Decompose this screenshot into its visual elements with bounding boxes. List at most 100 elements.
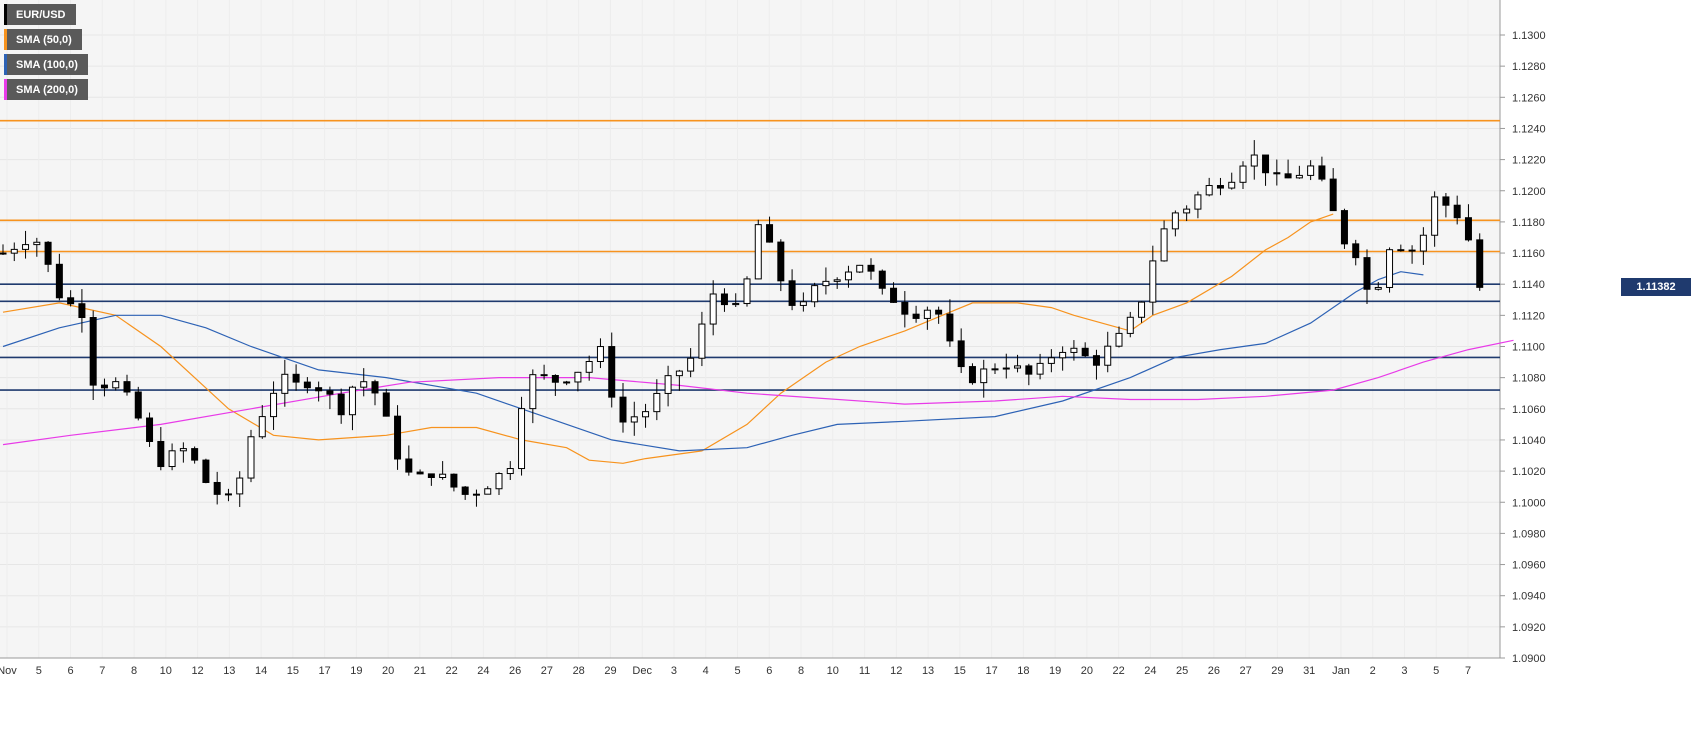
x-tick-label: 27: [1240, 665, 1252, 677]
candle-bearish: [67, 297, 75, 305]
candle-bearish: [912, 313, 920, 319]
candle-bearish: [608, 346, 616, 398]
candle-bearish: [766, 224, 774, 243]
x-tick-label: 14: [255, 665, 267, 677]
x-tick-label: Dec: [632, 665, 652, 677]
x-tick-label: 5: [1433, 665, 1439, 677]
legend-item-sma100[interactable]: SMA (100,0): [4, 54, 88, 75]
x-tick-label: 19: [350, 665, 362, 677]
y-tick-label: 1.1020: [1512, 466, 1546, 478]
candle-bearish: [100, 384, 108, 389]
candle-bearish: [303, 381, 311, 389]
x-tick-label: 26: [509, 665, 521, 677]
candle-bearish: [1273, 172, 1281, 175]
candle-bullish: [856, 264, 864, 273]
series-line-sma-200-0-: [2, 339, 1514, 446]
candle-bearish: [146, 417, 154, 442]
candle-bullish: [484, 488, 492, 495]
candle-bearish: [619, 396, 627, 423]
candle-bearish: [191, 448, 199, 461]
candles: [0, 140, 1484, 507]
candle-bullish: [1047, 357, 1055, 364]
x-tick-label: 20: [1081, 665, 1093, 677]
candle-bullish: [811, 285, 819, 303]
candle-bearish: [427, 473, 435, 478]
x-tick-label: 20: [382, 665, 394, 677]
y-tick-label: 1.0940: [1512, 591, 1546, 603]
candle-bearish: [1453, 204, 1461, 219]
candle-bullish: [1002, 367, 1010, 370]
candle-bullish: [833, 279, 841, 282]
y-tick-label: 1.1080: [1512, 373, 1546, 385]
candle-bullish: [518, 408, 526, 470]
last-price-tag: 1.11382: [1621, 278, 1691, 296]
candle-bullish: [22, 244, 30, 250]
candle-bearish: [461, 486, 469, 495]
candle-bearish: [337, 393, 345, 416]
candle-bullish: [348, 386, 356, 416]
candle-bullish: [1295, 174, 1303, 179]
candle-bullish: [563, 381, 571, 384]
candle-bearish: [134, 391, 142, 419]
legend-item-sma200[interactable]: SMA (200,0): [4, 79, 88, 100]
y-tick-label: 1.1280: [1512, 61, 1546, 73]
legend: EUR/USD SMA (50,0) SMA (100,0) SMA (200,…: [4, 4, 88, 104]
x-tick-label: 10: [827, 665, 839, 677]
x-tick-label: 21: [414, 665, 426, 677]
candle-bullish: [1115, 332, 1123, 347]
candle-bullish: [980, 368, 988, 384]
candle-bearish: [0, 252, 7, 255]
x-tick-label: 24: [477, 665, 489, 677]
x-tick-label: 19: [1049, 665, 1061, 677]
candle-bullish: [991, 368, 999, 371]
candle-bullish: [495, 473, 503, 490]
y-tick-label: 1.1300: [1512, 30, 1546, 42]
legend-item-eurusd[interactable]: EUR/USD: [4, 4, 76, 25]
candle-bearish: [1081, 347, 1089, 357]
candle-bullish: [1070, 347, 1078, 353]
candle-bearish: [1464, 217, 1472, 241]
candle-bearish: [78, 303, 86, 319]
candle-bullish: [1149, 260, 1157, 303]
candle-bullish: [506, 468, 514, 475]
candle-bearish: [405, 458, 413, 473]
candle-bearish: [867, 264, 875, 272]
candle-bearish: [1284, 173, 1292, 179]
candle-bearish: [382, 392, 390, 417]
x-tick-label: 5: [734, 665, 740, 677]
x-tick-label: 24: [1144, 665, 1156, 677]
candle-bearish: [450, 473, 458, 488]
candle-bearish: [315, 387, 323, 392]
legend-label-sma50: SMA (50,0): [16, 33, 72, 46]
y-tick-label: 1.0960: [1512, 560, 1546, 572]
candle-bullish: [1126, 316, 1134, 334]
candle-bearish: [213, 481, 221, 495]
x-tick-label: Nov: [0, 665, 17, 677]
candle-bullish: [258, 416, 266, 438]
y-tick-label: 1.1160: [1512, 248, 1545, 260]
candle-bullish: [1419, 234, 1427, 252]
y-tick-label: 1.1000: [1512, 497, 1546, 509]
x-tick-label: 28: [573, 665, 585, 677]
candle-bullish: [642, 411, 650, 418]
candle-bullish: [574, 371, 582, 383]
y-tick-label: 1.1260: [1512, 92, 1546, 104]
x-tick-label: 11: [859, 665, 870, 677]
candle-bearish: [878, 270, 886, 289]
legend-label-sma200: SMA (200,0): [16, 83, 78, 96]
candle-bearish: [1476, 239, 1484, 288]
candle-bullish: [1059, 351, 1067, 359]
candle-bearish: [1352, 243, 1360, 259]
x-tick-label: 6: [67, 665, 73, 677]
legend-item-sma50[interactable]: SMA (50,0): [4, 29, 82, 50]
candle-bullish: [596, 346, 604, 362]
x-tick-label: 8: [798, 665, 804, 677]
candle-bullish: [675, 370, 683, 377]
candle-bullish: [360, 381, 368, 388]
candle-bullish: [1307, 165, 1315, 176]
x-tick-label: 29: [1271, 665, 1283, 677]
candle-bearish: [89, 317, 97, 386]
x-tick-label: 7: [99, 665, 105, 677]
candle-bearish: [292, 373, 300, 383]
y-tick-label: 1.1040: [1512, 435, 1546, 447]
